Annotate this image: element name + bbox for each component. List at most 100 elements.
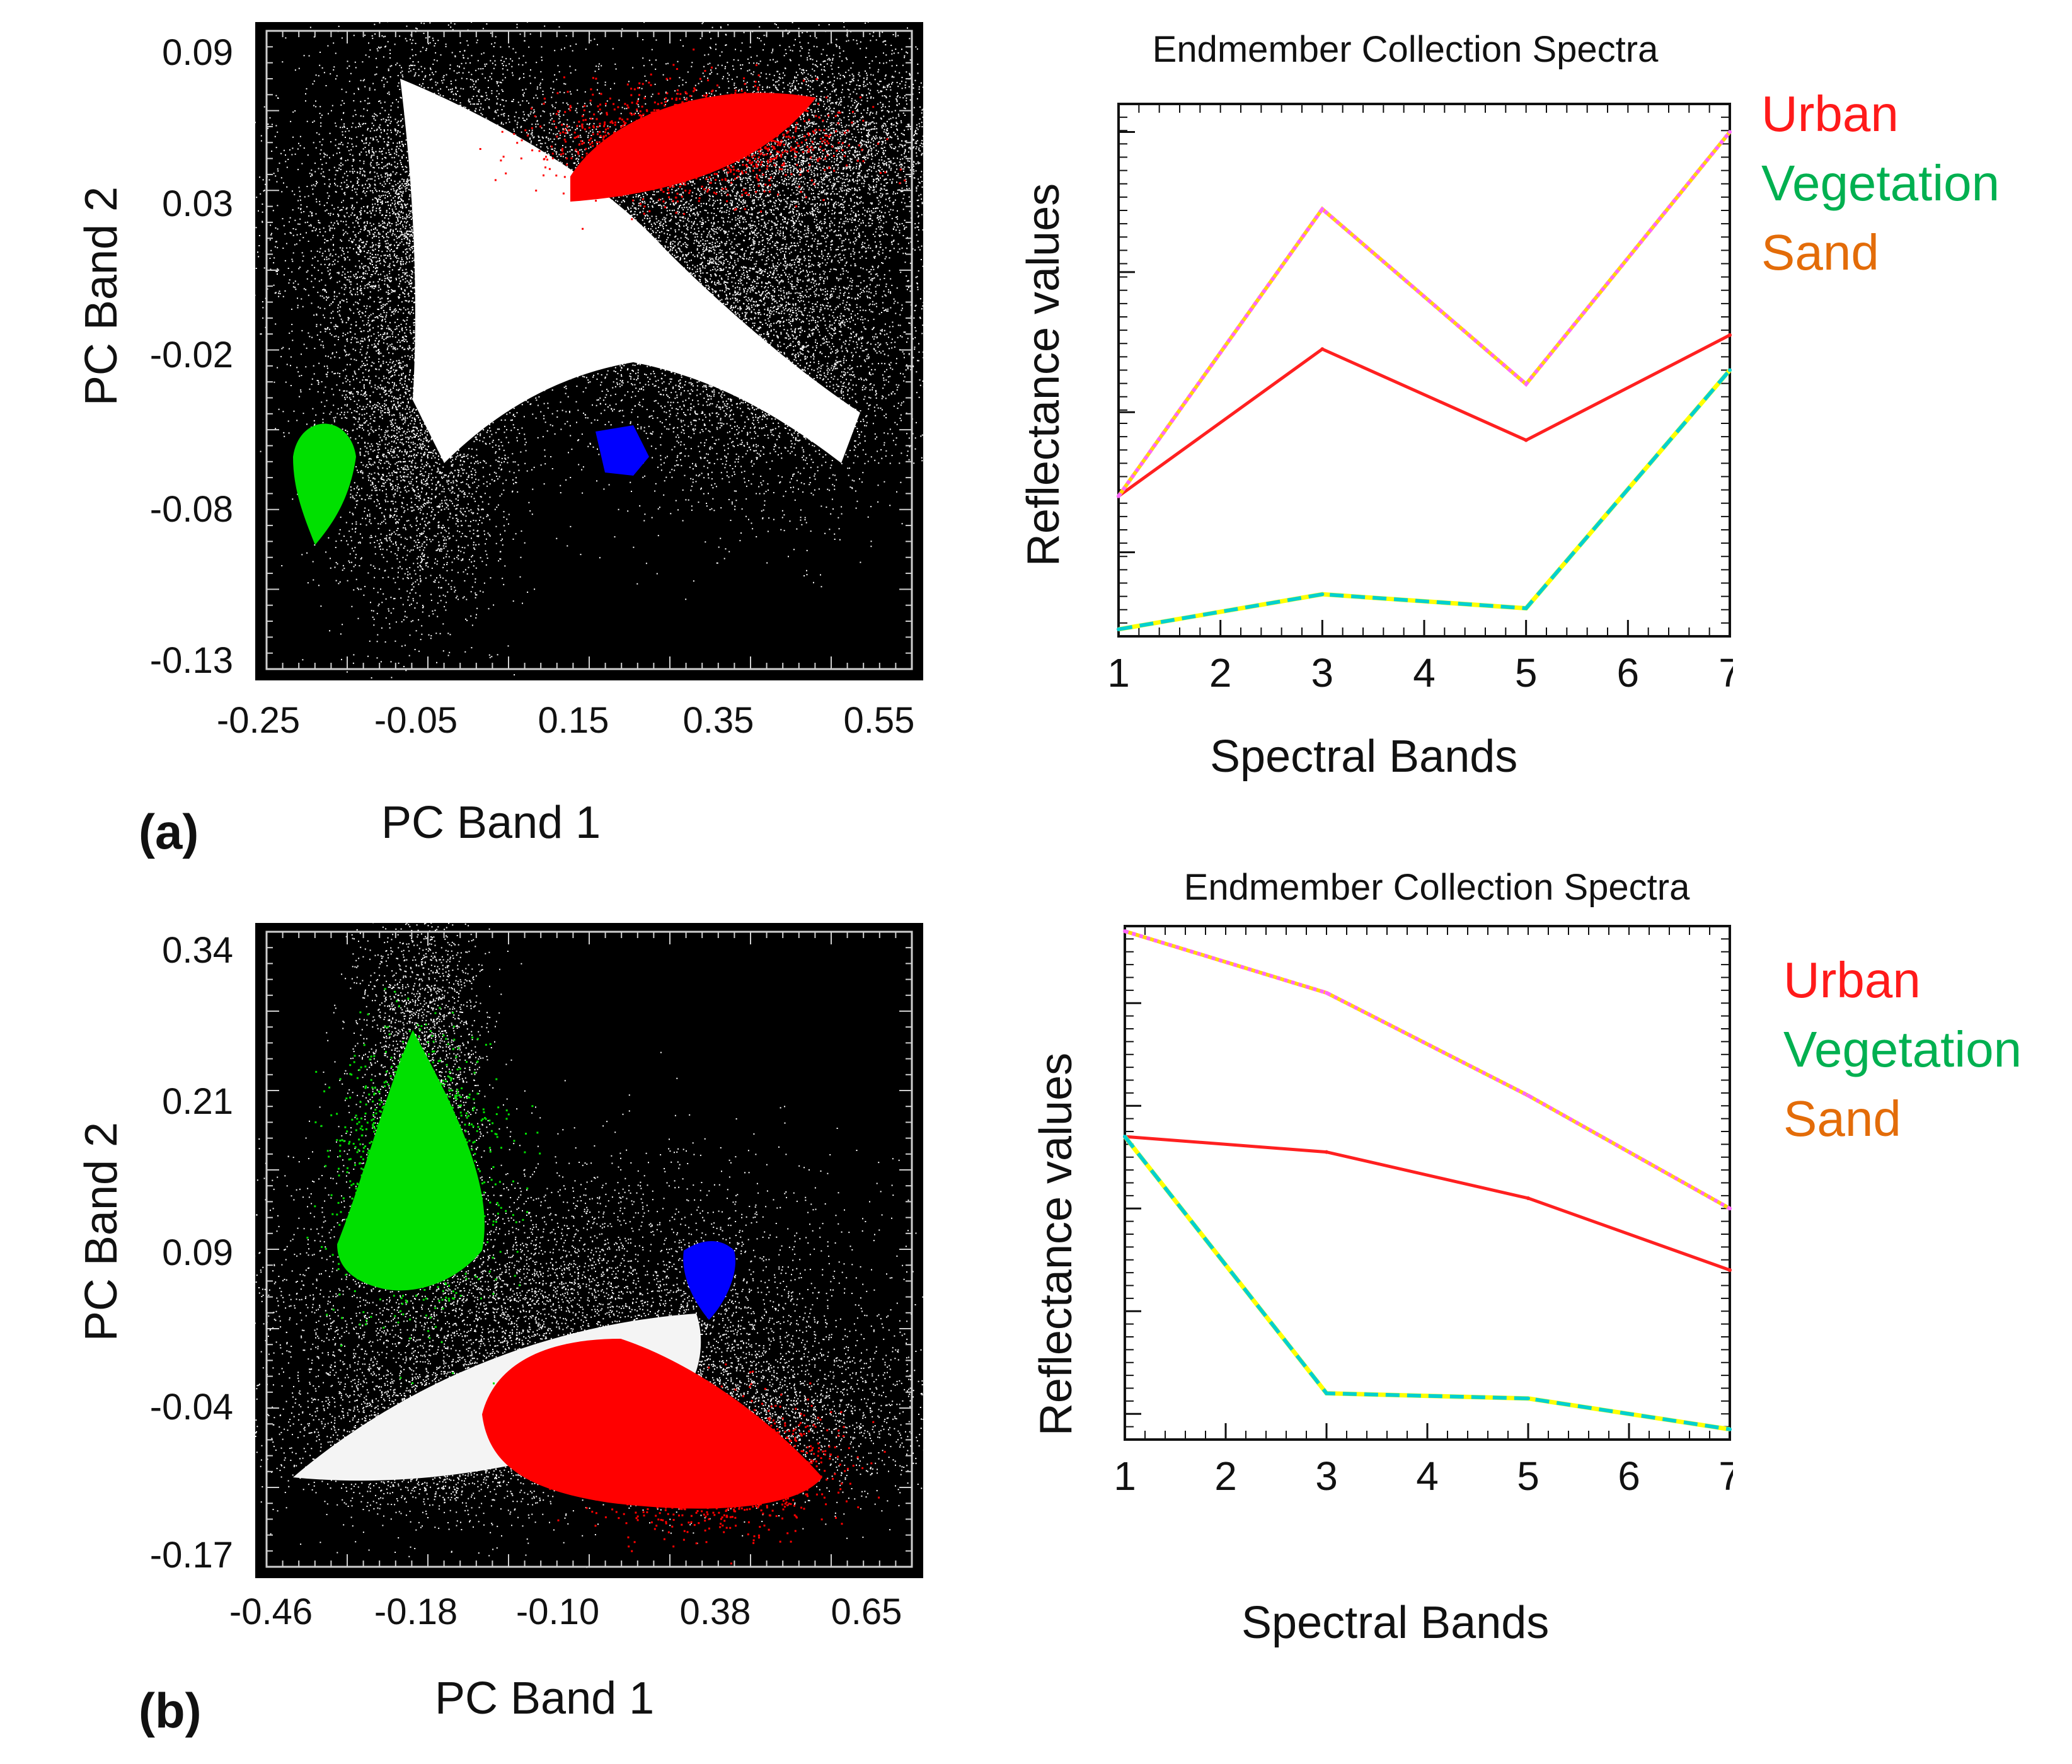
spectra-chart-a: 0.1 0.2 0.3 0.4 1 2 3 4 5 6 7 [1109, 103, 1733, 696]
scatter-density-a [255, 22, 923, 679]
legend-item-vegetation-b: Vegetation [1783, 1021, 2022, 1077]
scatter-a-xtick: 0.15 [538, 700, 609, 741]
scatter-b-xtick: -0.18 [374, 1591, 458, 1632]
spectra-ytick-label: 0.5 [1115, 979, 1116, 1024]
spectra-point [1325, 1391, 1328, 1395]
spectra-ytick-label: 0.3 [1109, 248, 1110, 294]
spectra-xtick-label: 2 [1209, 650, 1232, 696]
scatter-b-ytick: -0.04 [149, 1387, 233, 1428]
spectra-b-title: Endmember Collection Spectra [1183, 867, 1690, 908]
scatter-a-ytick: 0.03 [162, 183, 233, 224]
spectra-point [1526, 1396, 1530, 1400]
cluster-red-b [482, 1339, 822, 1509]
spectra-series-line [1117, 130, 1732, 498]
spectra-ytick-label: 0.2 [1115, 1287, 1116, 1332]
spectra-ytick-label: 0.4 [1115, 1082, 1116, 1127]
cluster-blue-b [683, 1241, 735, 1320]
spectra-point [1320, 347, 1325, 352]
spectra-series-line-underlay [1124, 929, 1731, 1210]
spectra-xtick-label: 5 [1517, 1453, 1540, 1493]
spectra-point [1524, 438, 1528, 442]
spectra-ytick-label: 0.3 [1115, 1184, 1116, 1230]
spectra-point [1728, 1427, 1732, 1431]
spectra-series-line [1123, 1135, 1730, 1431]
spectra-xtick-label: 6 [1618, 1453, 1640, 1493]
scatter-plot-a [255, 22, 923, 680]
spectra-ytick-label: 0.1 [1115, 1390, 1116, 1435]
spectra-point [1524, 606, 1528, 610]
spectra-point [1526, 1196, 1530, 1200]
spectra-xtick-label: 3 [1315, 1453, 1338, 1493]
scatter-a-xtick: -0.25 [216, 700, 301, 741]
scatter-a-ytick: -0.13 [149, 640, 233, 681]
spectra-xtick-label: 2 [1214, 1453, 1237, 1493]
scatter-b-xlabel: PC Band 1 [435, 1673, 655, 1724]
spectra-xtick-label: 3 [1311, 650, 1334, 696]
scatter-a-xlabel: PC Band 1 [381, 798, 601, 848]
spectra-xtick-label: 7 [1718, 650, 1733, 696]
spectra-point [1526, 1093, 1530, 1097]
scatter-b-xtick: -0.46 [229, 1591, 313, 1632]
scatter-b-ytick: 0.21 [162, 1081, 233, 1122]
point-cloud [479, 49, 906, 230]
spectra-xtick-label: 4 [1416, 1453, 1439, 1493]
scatter-plot-b [255, 923, 923, 1578]
spectra-point [1325, 990, 1328, 995]
legend-item-sand-b: Sand [1783, 1091, 1901, 1147]
spectra-chart-b: 0.1 0.2 0.3 0.4 0.5 1 2 3 4 5 6 7 [1115, 925, 1733, 1493]
scatter-b-xtick: 0.65 [831, 1591, 902, 1632]
spectra-series-line [1124, 1135, 1730, 1272]
scatter-b-xtick: -0.10 [515, 1591, 600, 1632]
panel-tag-a: (a) [139, 804, 199, 859]
cluster-red-a [570, 93, 816, 202]
scatter-b-ylabel: PC Band 2 [76, 1121, 127, 1342]
spectra-series-line-underlay [1123, 1135, 1730, 1432]
scatter-a-ytick: -0.08 [149, 489, 233, 530]
spectra-minor-ticks [1124, 925, 1730, 1440]
spectra-ytick-label: 0.2 [1109, 388, 1110, 433]
spectra-point [1728, 368, 1732, 372]
spectra-point [1728, 333, 1732, 337]
spectra-b-ylabel: Reflectance values [1031, 1052, 1081, 1436]
spectra-a-ylabel: Reflectance values [1018, 183, 1069, 567]
spectra-series-line [1117, 333, 1731, 498]
spectra-xtick-label: 7 [1718, 1453, 1733, 1493]
spectra-b-xlabel: Spectral Bands [1241, 1598, 1550, 1648]
spectra-xtick-label: 1 [1115, 1453, 1136, 1493]
scatter-b-ytick: -0.17 [149, 1535, 233, 1576]
spectra-a-title: Endmember Collection Spectra [1152, 29, 1659, 70]
spectra-xtick-label: 5 [1515, 650, 1538, 696]
spectra-point [1325, 1150, 1328, 1154]
spectra-series-line-underlay [1117, 130, 1732, 498]
scatter-a-xtick: 0.35 [682, 700, 754, 741]
panel-tag-b: (b) [139, 1683, 202, 1738]
spectra-ytick-label: 0.4 [1109, 108, 1110, 153]
legend-item-urban-a: Urban [1761, 86, 1899, 142]
spectra-point [1123, 929, 1127, 934]
cluster-green-a [293, 423, 356, 545]
dense-core-a [400, 79, 860, 463]
spectra-point [1524, 382, 1528, 386]
spectra-point [1117, 494, 1120, 498]
spectra-point [1728, 130, 1732, 134]
spectra-point [1117, 627, 1120, 631]
spectra-series-line [1118, 369, 1732, 631]
spectra-series-line-underlay [1118, 369, 1732, 632]
point-cloud [306, 988, 541, 1385]
spectra-xtick-label: 1 [1109, 650, 1130, 696]
spectra-plot-frame [1124, 925, 1731, 1441]
cluster-blue-a [596, 425, 649, 476]
legend-item-urban-b: Urban [1783, 952, 1921, 1008]
spectra-xtick-label: 6 [1617, 650, 1640, 696]
spectra-point [1123, 1135, 1127, 1139]
legend-item-vegetation-a: Vegetation [1761, 155, 2000, 211]
spectra-a-xlabel: Spectral Bands [1210, 731, 1518, 782]
legend-item-sand-a: Sand [1761, 224, 1879, 280]
scatter-a-ytick: 0.09 [162, 32, 233, 73]
spectra-point [1728, 1206, 1732, 1211]
spectra-point [1320, 592, 1325, 597]
spectra-ytick-label: 0.1 [1109, 529, 1110, 574]
scatter-a-ylabel: PC Band 2 [76, 186, 127, 406]
scatter-b-ytick: 0.09 [162, 1232, 233, 1273]
spectra-point [1320, 207, 1325, 211]
